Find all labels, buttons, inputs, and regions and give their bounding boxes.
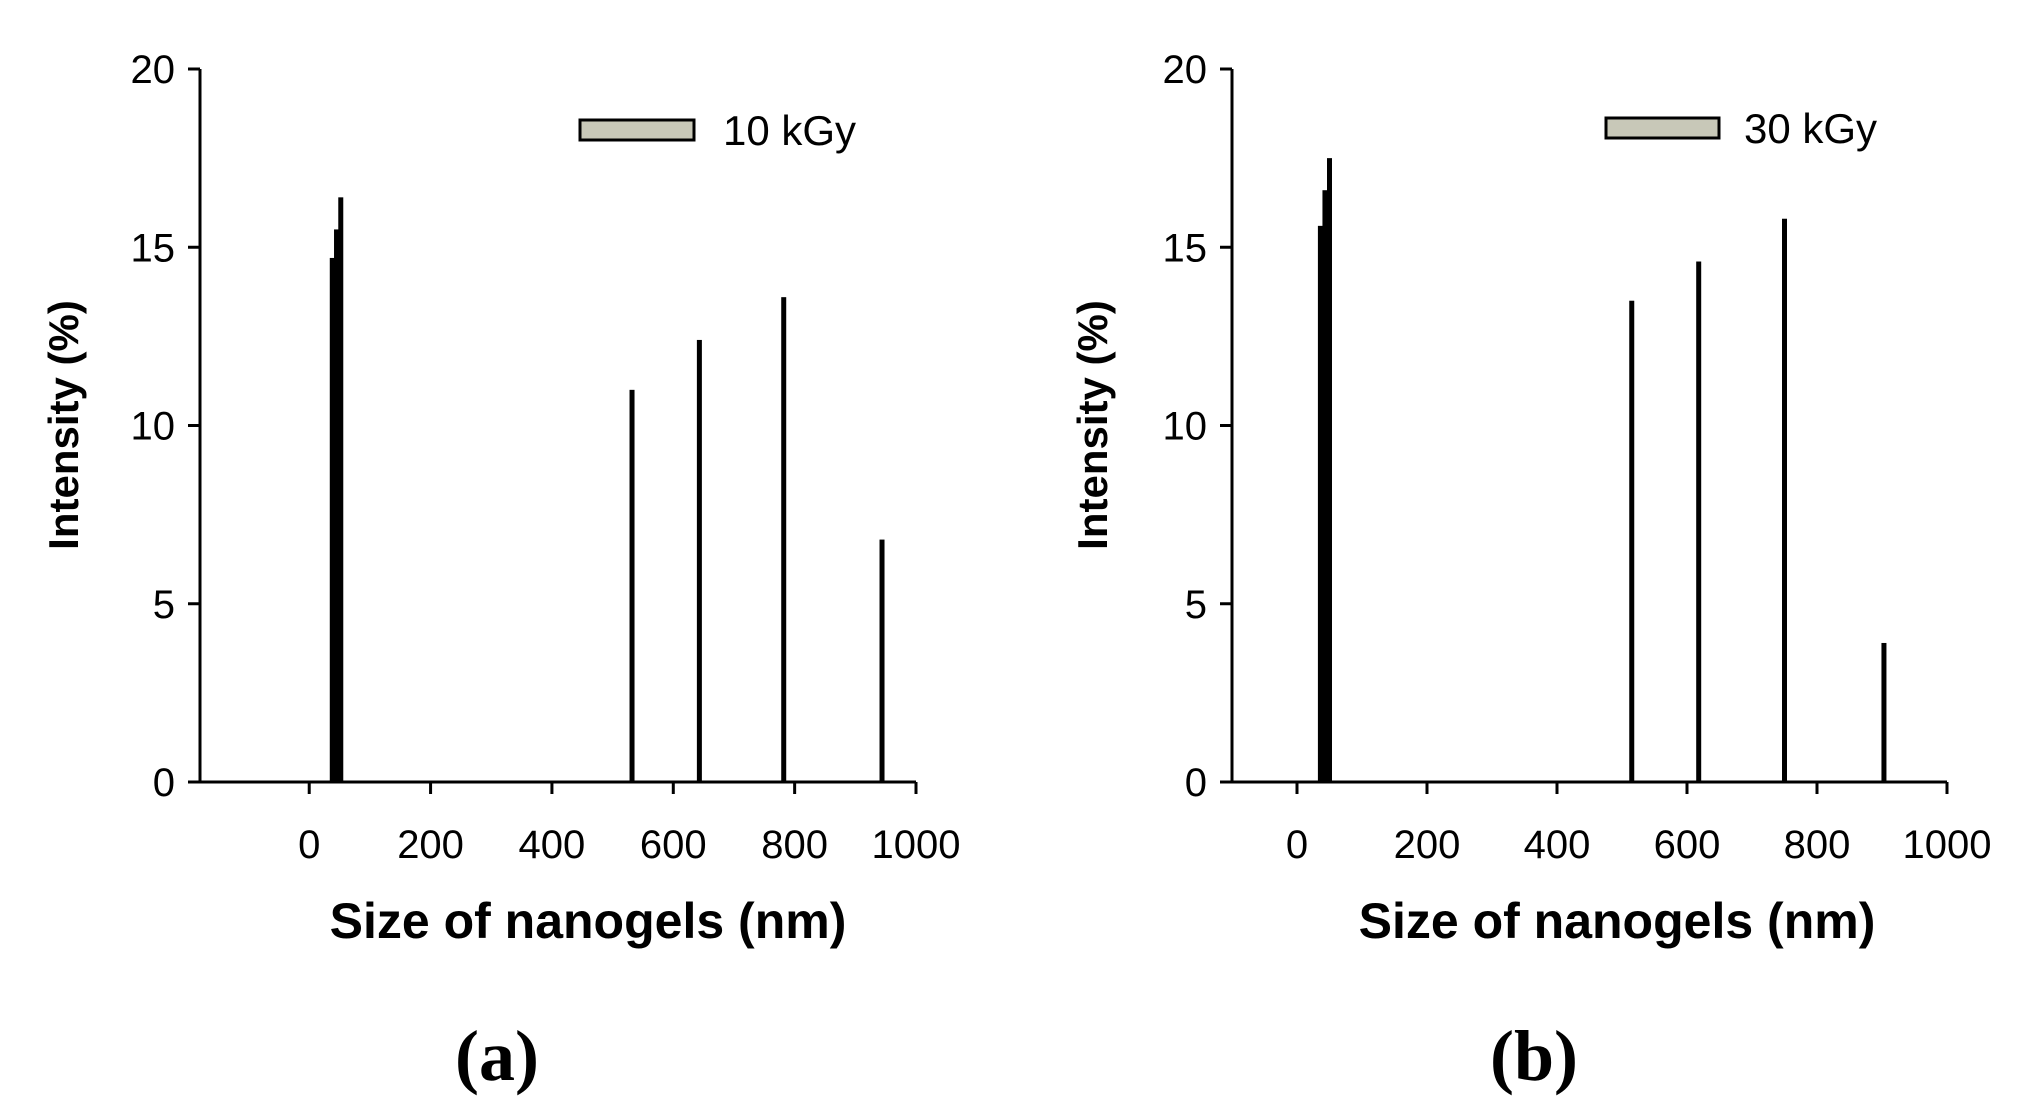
y-tick-label: 20 [131,48,176,92]
legend-label: 10 kGy [723,107,856,154]
x-tick-label: 800 [761,823,828,867]
bar [1881,642,1887,782]
x-tick-label: 1000 [872,823,961,867]
x-tick-label: 400 [519,823,586,867]
x-axis-label: Size of nanogels (nm) [330,893,847,949]
bar [1629,300,1635,782]
y-axis-ticks: 0 5 10 15 20 [131,48,200,805]
x-tick-label: 0 [298,823,320,867]
y-axis-ticks: 0 5 10 15 20 [1163,48,1232,805]
x-tick-label: 200 [397,823,464,867]
bar [1317,225,1323,783]
bar [1782,218,1787,783]
x-tick-label: 400 [1524,823,1591,867]
legend-label: 30 kGy [1744,105,1877,152]
chart-panel-b: 0 5 10 15 20 0 200 400 600 800 1000 Intensity (%)… [1069,48,1991,1096]
legend-swatch [578,118,696,142]
bar [1696,261,1702,782]
x-tick-label: 600 [640,823,707,867]
y-tick-label: 0 [1185,761,1207,805]
panel-label: (a) [455,1016,539,1096]
y-tick-label: 10 [131,405,176,449]
y-axis-label: Intensity (%) [1069,300,1116,550]
x-tick-label: 600 [1654,823,1721,867]
panel-label: (b) [1490,1016,1578,1096]
bar [879,539,885,782]
bar [1322,190,1328,782]
bar [329,257,335,782]
x-tick-label: 1000 [1903,823,1992,867]
x-tick-label: 800 [1784,823,1851,867]
bar [696,339,702,782]
y-tick-label: 15 [131,226,176,270]
bar [781,297,787,782]
x-tick-label: 200 [1394,823,1461,867]
x-axis-ticks: 0 200 400 600 800 1000 [298,782,960,867]
legend: 10 kGy [578,107,856,154]
bar [334,229,340,783]
x-axis-label: Size of nanogels (nm) [1359,893,1876,949]
y-axis-label: Intensity (%) [40,300,87,550]
y-tick-label: 15 [1163,226,1208,270]
y-tick-label: 20 [1163,48,1208,92]
y-tick-label: 5 [153,583,175,627]
chart-panel-a: 0 5 10 15 20 0 200 400 600 800 1000 Intensity (%)… [40,48,960,1096]
x-axis-ticks: 0 200 400 600 800 1000 [1286,782,1992,867]
bar [338,197,344,783]
bar [1327,158,1332,782]
x-tick-label: 0 [1286,823,1308,867]
y-tick-label: 10 [1163,405,1208,449]
bar [629,389,635,782]
bar-series [329,197,885,783]
legend: 30 kGy [1604,105,1877,152]
y-tick-label: 0 [153,761,175,805]
y-tick-label: 5 [1185,583,1207,627]
bar-series [1317,158,1887,783]
legend-swatch [1604,116,1721,140]
